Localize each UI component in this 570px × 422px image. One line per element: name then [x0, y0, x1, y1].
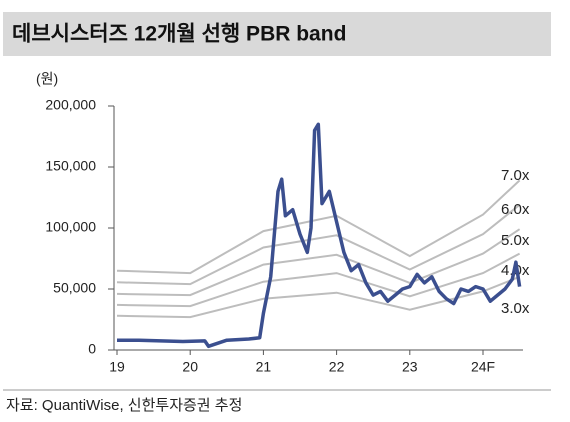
chart-title: 데브시스터즈 12개월 선행 PBR band [12, 23, 346, 46]
y-tick-label: 150,000 [45, 158, 96, 174]
band-line [116, 228, 521, 297]
price-line [117, 122, 522, 349]
band-line [116, 204, 521, 286]
x-tick-label: 24F [471, 359, 495, 375]
y-tick-label: 200,000 [45, 97, 96, 113]
x-tick-label: 21 [256, 359, 272, 375]
y-tick-label: 50,000 [53, 280, 96, 296]
band-label: 3.0x [501, 300, 530, 317]
x-tick-label: 20 [182, 359, 198, 375]
y-unit-label: (원) [36, 71, 58, 87]
x-tick-label: 23 [402, 359, 418, 375]
y-tick-label: 100,000 [45, 219, 96, 235]
band-label: 6.0x [501, 201, 530, 218]
title-bar [3, 12, 551, 56]
x-tick-label: 22 [329, 359, 345, 375]
source: 자료: QuantiWise, 신한투자증권 추정 [6, 397, 242, 414]
x-tick-label: 19 [109, 359, 125, 375]
band-label: 7.0x [501, 167, 530, 184]
band-line [116, 179, 521, 275]
band-label: 5.0x [501, 232, 530, 249]
band-line [116, 252, 521, 308]
y-tick-label: 0 [88, 341, 96, 357]
